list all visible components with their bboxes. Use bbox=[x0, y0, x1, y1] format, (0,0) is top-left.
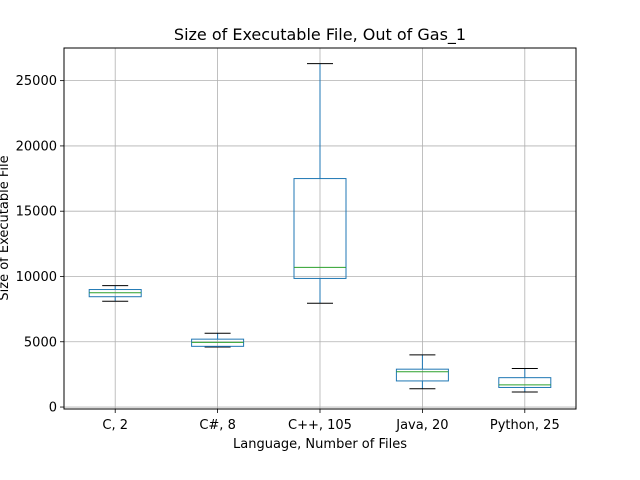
y-tick-label: 20000 bbox=[16, 139, 57, 154]
box-group bbox=[498, 368, 552, 393]
box-series bbox=[88, 63, 552, 393]
y-tick-label: 25000 bbox=[16, 74, 57, 89]
iqr-box bbox=[498, 377, 552, 388]
y-tick-label: 0 bbox=[49, 401, 57, 416]
chart-title: Size of Executable File, Out of Gas_1 bbox=[174, 25, 466, 45]
y-axis-label: Size of Executable File bbox=[0, 155, 12, 300]
iqr-box bbox=[293, 178, 347, 279]
x-axis-label: Language, Number of Files bbox=[233, 437, 407, 452]
box-group bbox=[88, 285, 142, 302]
x-tick-label: C++, 105 bbox=[288, 418, 352, 433]
y-tick-label: 10000 bbox=[16, 270, 57, 285]
x-tick-label: C#, 8 bbox=[199, 418, 236, 433]
box-group bbox=[293, 63, 347, 304]
x-tick-label: C, 2 bbox=[102, 418, 128, 433]
axis-ticks: 0 5000 10000 15000 20000 25000 C, 2 C#, 8 C++, 1… bbox=[16, 74, 560, 433]
box-group bbox=[191, 332, 245, 348]
y-tick-label: 15000 bbox=[16, 205, 57, 220]
x-tick-label: Java, 20 bbox=[395, 418, 448, 433]
y-tick-label: 5000 bbox=[24, 335, 57, 350]
iqr-box bbox=[395, 368, 449, 382]
box-group bbox=[395, 354, 449, 390]
x-tick-label: Python, 25 bbox=[490, 418, 560, 433]
